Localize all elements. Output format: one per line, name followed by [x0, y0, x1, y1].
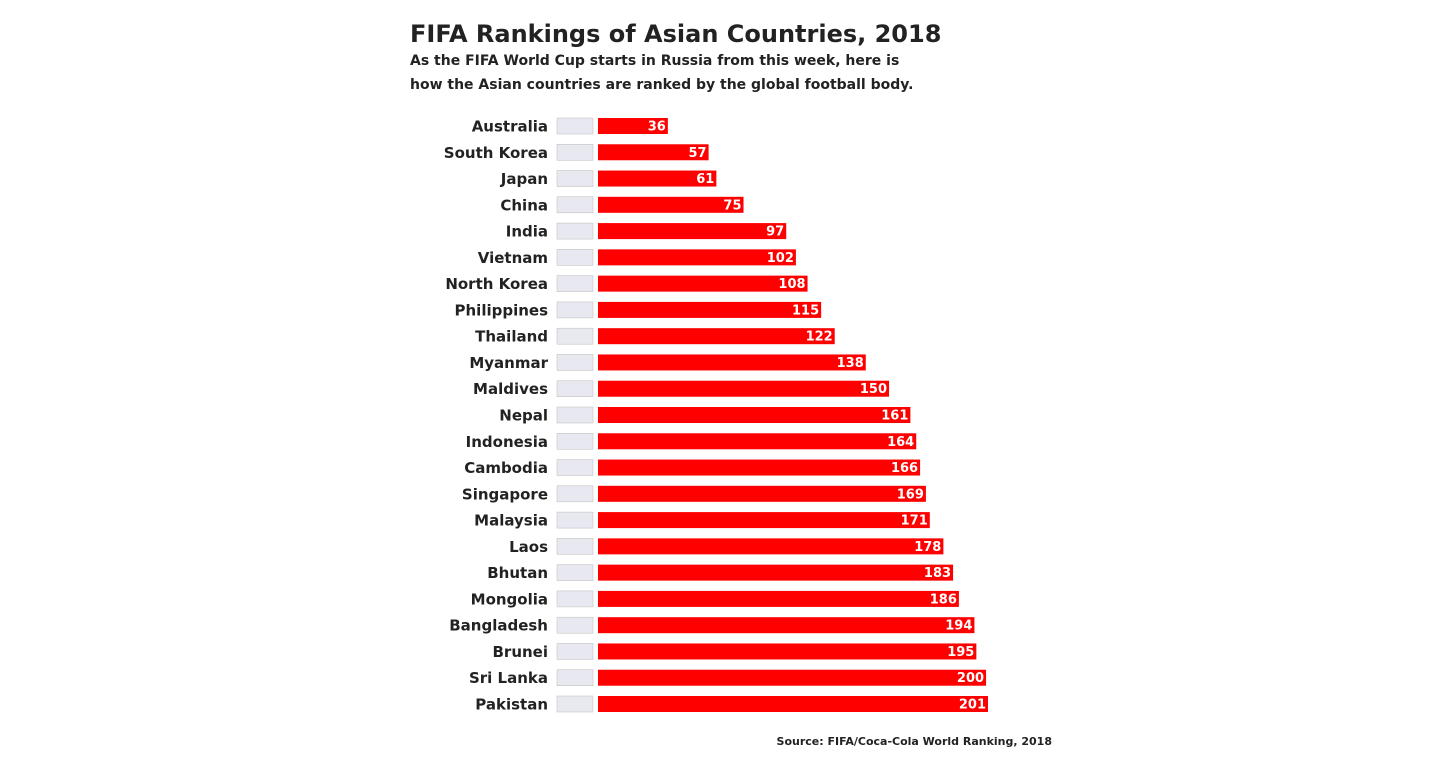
flag-icon — [556, 354, 594, 371]
value-label: 194 — [945, 619, 972, 634]
category-label: Japan — [500, 170, 548, 188]
category-label: Bhutan — [487, 564, 548, 582]
value-label: 201 — [959, 698, 986, 713]
bar — [598, 249, 796, 266]
flag-icon — [556, 643, 594, 660]
flag-icon — [556, 275, 594, 292]
bar — [598, 328, 835, 345]
flag-icon — [556, 380, 594, 397]
category-label: China — [500, 196, 548, 214]
chart-subtitle: how the Asian countries are ranked by th… — [410, 77, 913, 93]
bar — [598, 617, 975, 634]
flag-icon — [556, 669, 594, 686]
value-label: 169 — [897, 487, 924, 502]
value-label: 108 — [778, 277, 805, 292]
flag-icon — [556, 249, 594, 266]
flag-icon — [556, 301, 594, 319]
bar — [598, 485, 926, 502]
bar — [598, 144, 709, 161]
flag-icon — [556, 616, 594, 634]
category-label: Malaysia — [474, 512, 548, 530]
category-label: Thailand — [475, 328, 548, 346]
category-label: Singapore — [462, 485, 548, 503]
chart-title: FIFA Rankings of Asian Countries, 2018 — [410, 20, 941, 48]
value-label: 195 — [947, 645, 974, 660]
bar — [598, 538, 944, 555]
flag-icon — [556, 538, 594, 555]
flag-icon — [556, 590, 594, 608]
bar — [598, 669, 987, 686]
bar — [598, 275, 808, 292]
bar — [598, 407, 911, 423]
value-label: 178 — [914, 540, 941, 555]
value-label: 171 — [901, 514, 928, 529]
bar — [598, 696, 988, 712]
flag-icon — [556, 170, 594, 187]
value-label: 183 — [924, 566, 951, 581]
flag-icon — [556, 327, 594, 345]
value-label: 61 — [696, 172, 714, 187]
category-label: Laos — [509, 538, 548, 556]
bar — [598, 590, 959, 607]
flag-icon — [556, 695, 594, 713]
flag-icon — [556, 196, 594, 214]
bar — [598, 170, 717, 187]
flag-icon — [556, 511, 594, 529]
bar — [598, 354, 866, 371]
flag-icon — [556, 222, 594, 240]
category-label: Cambodia — [464, 459, 548, 477]
value-label: 36 — [648, 120, 666, 135]
category-label: South Korea — [444, 144, 548, 162]
bar — [598, 564, 954, 581]
category-label: Australia — [472, 118, 548, 136]
category-label: India — [506, 223, 548, 241]
bar — [598, 380, 890, 397]
category-label: Vietnam — [478, 249, 548, 267]
category-label: Philippines — [455, 301, 549, 319]
value-label: 115 — [792, 303, 819, 318]
source-note: Source: FIFA/Coca-Cola World Ranking, 20… — [777, 735, 1052, 748]
value-label: 97 — [766, 225, 784, 240]
value-label: 164 — [887, 435, 914, 450]
bar — [598, 301, 822, 318]
bar — [598, 433, 917, 450]
value-label: 166 — [891, 461, 918, 476]
flag-icon — [556, 433, 594, 450]
category-label: Bangladesh — [449, 617, 548, 635]
category-label: Sri Lanka — [469, 669, 548, 687]
category-label: Maldives — [473, 380, 548, 398]
bar — [598, 512, 930, 529]
flag-icon — [556, 564, 594, 581]
bar — [598, 459, 921, 476]
flag-icon — [556, 406, 594, 424]
value-label: 150 — [860, 382, 887, 397]
bar — [598, 118, 668, 134]
bar — [598, 643, 977, 660]
category-label: Pakistan — [475, 696, 548, 714]
value-label: 75 — [723, 198, 741, 213]
bar — [598, 223, 787, 240]
value-label: 138 — [837, 356, 864, 371]
flag-icon — [556, 144, 594, 161]
value-label: 186 — [930, 592, 957, 607]
value-label: 161 — [881, 409, 908, 424]
bar — [598, 196, 744, 213]
value-label: 57 — [689, 146, 707, 161]
value-label: 200 — [957, 671, 984, 686]
category-label: Mongolia — [471, 590, 548, 608]
value-label: 122 — [806, 330, 833, 345]
category-label: Brunei — [492, 643, 548, 661]
flag-icon — [556, 485, 594, 503]
value-label: 102 — [767, 251, 794, 266]
category-label: Myanmar — [469, 354, 548, 372]
category-label: Nepal — [499, 407, 548, 425]
flag-icon — [556, 459, 594, 476]
category-label: Indonesia — [466, 433, 548, 451]
flag-icon — [556, 117, 594, 135]
chart-subtitle: As the FIFA World Cup starts in Russia f… — [410, 53, 899, 69]
category-label: North Korea — [445, 275, 548, 293]
